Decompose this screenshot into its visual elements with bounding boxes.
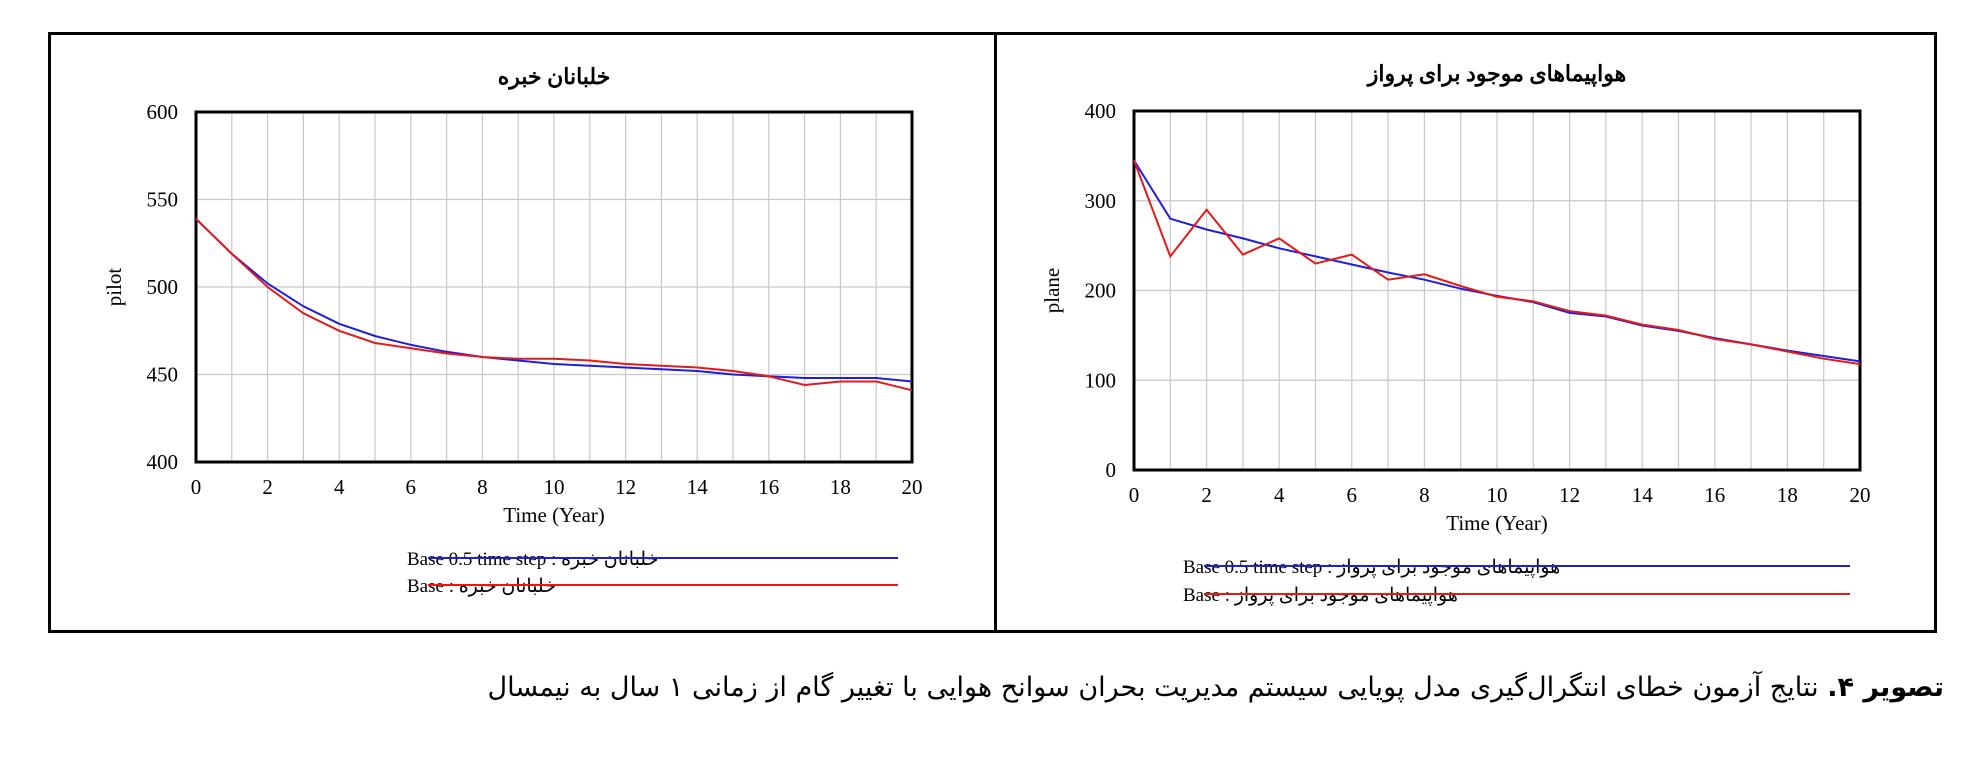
plane-y-axis-label: plane — [1040, 268, 1064, 313]
pilot-y-tick-label: 450 — [147, 363, 179, 387]
plane-x-tick-label: 18 — [1777, 483, 1798, 507]
pilot-x-tick-label: 4 — [334, 475, 345, 499]
pilot-chart: خلبانان خبره 0 2 4 6 8 10 12 14 16 18 20 400 450 500 55… — [102, 64, 923, 597]
pilot-x-tick-label: 6 — [406, 475, 417, 499]
pilot-x-tick-label: 14 — [687, 475, 709, 499]
pilot-x-tick-label: 8 — [477, 475, 488, 499]
plane-x-tick-label: 6 — [1347, 483, 1358, 507]
pilot-x-tick-label: 12 — [615, 475, 636, 499]
plane-x-tick-label: 12 — [1559, 483, 1580, 507]
pilot-x-axis-label: Time (Year) — [503, 503, 605, 527]
plane-y-tick-label: 400 — [1085, 99, 1117, 123]
pilot-x-tick-label: 16 — [758, 475, 779, 499]
pilot-x-tick-label: 0 — [191, 475, 202, 499]
caption-text: نتایج آزمون خطای انتگرال‌گیری مدل پویایی… — [487, 672, 1819, 703]
pilot-series-line-2 — [195, 218, 913, 392]
pilot-y-tick-label: 600 — [147, 100, 179, 124]
plane-x-tick-label: 4 — [1274, 483, 1285, 507]
plane-y-tick-label: 200 — [1085, 279, 1117, 303]
plane-y-tick-label: 0 — [1106, 458, 1117, 482]
plane-x-tick-label: 0 — [1129, 483, 1140, 507]
pilot-x-tick-label: 20 — [902, 475, 923, 499]
plane-chart: هواپیماهای موجود برای پرواز 0 2 4 6 8 10 12 14 16… — [1040, 61, 1871, 606]
plane-series-line-2 — [1133, 160, 1861, 366]
plane-x-tick-label: 8 — [1419, 483, 1430, 507]
pilot-plot-border — [194, 110, 914, 464]
plane-x-tick-label: 14 — [1632, 483, 1654, 507]
plane-x-tick-label: 10 — [1487, 483, 1508, 507]
pilot-x-tick-label: 10 — [544, 475, 565, 499]
plane-legend-label-2: هواپیماهای موجود برای پرواز : Base — [1183, 585, 1458, 606]
pilot-legend-label-2: خلبانان خبره : Base — [407, 576, 556, 597]
plane-x-axis-label: Time (Year) — [1446, 511, 1548, 535]
pilot-y-tick-label: 500 — [147, 275, 179, 299]
plane-y-tick-label: 300 — [1085, 189, 1117, 213]
figure-caption: تصویر ۴. نتایج آزمون خطای انتگرال‌گیری م… — [487, 672, 1944, 703]
panel-divider — [994, 32, 997, 633]
plane-legend-label-1: هواپیماهای موجود برای پرواز : Base 0.5 t… — [1183, 557, 1560, 578]
pilot-y-tick-label: 400 — [147, 450, 179, 474]
pilot-x-tick-label: 18 — [830, 475, 851, 499]
pilot-legend-label-1: خلبانان خبره : Base 0.5 time step — [407, 549, 658, 570]
pilot-chart-title: خلبانان خبره — [498, 64, 611, 90]
caption-label: تصویر ۴. — [1827, 672, 1944, 703]
plane-x-tick-label: 16 — [1704, 483, 1725, 507]
plane-plot-border — [1132, 109, 1862, 472]
plane-chart-title: هواپیماهای موجود برای پرواز — [1366, 61, 1626, 88]
pilot-y-tick-label: 550 — [147, 188, 179, 212]
pilot-x-tick-label: 2 — [262, 475, 273, 499]
plane-x-tick-label: 20 — [1850, 483, 1871, 507]
plane-y-tick-label: 100 — [1085, 368, 1117, 392]
pilot-y-axis-label: pilot — [102, 268, 126, 307]
plane-x-tick-label: 2 — [1201, 483, 1212, 507]
pilot-series-line-1 — [195, 218, 913, 383]
